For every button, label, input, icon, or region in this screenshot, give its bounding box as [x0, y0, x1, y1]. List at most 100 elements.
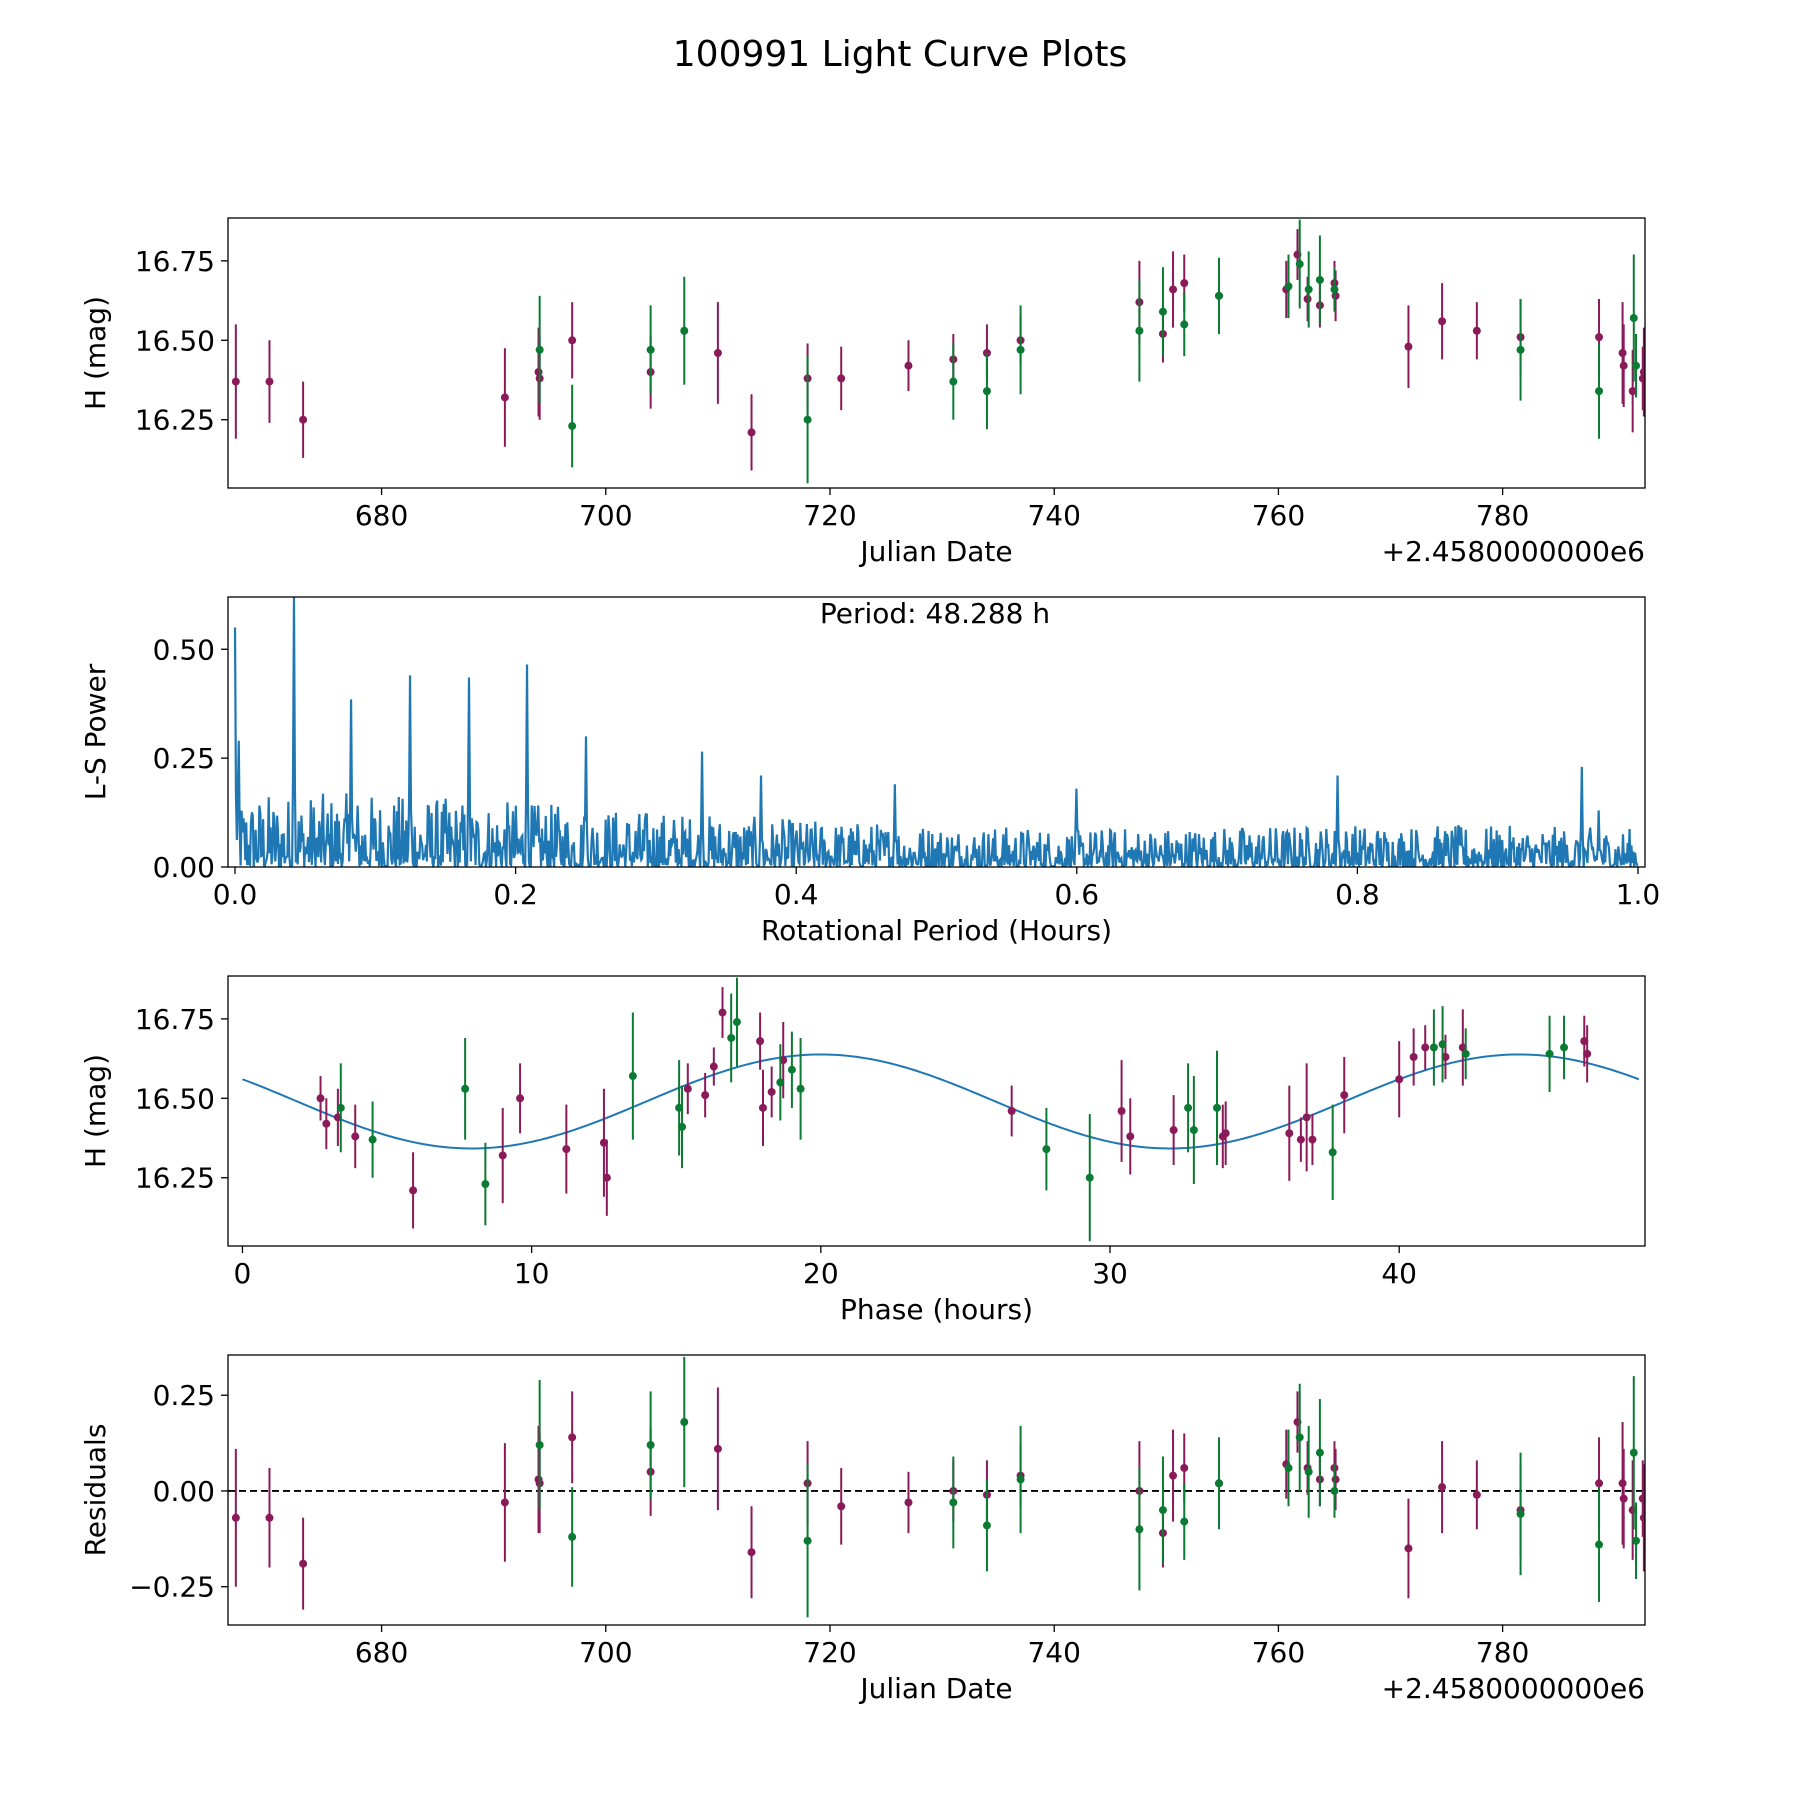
phased-y-axis-label: H (mag)	[79, 1054, 112, 1168]
lightcurve-panel: 680 700 720 740 760 780 16.25 16.50 16.75 Julian …	[79, 217, 1646, 568]
x-tick-label: 0.8	[1335, 878, 1380, 911]
periodogram-plot-area	[233, 597, 1639, 867]
x-tick-label: 720	[803, 499, 856, 532]
periodogram-x-axis-label: Rotational Period (Hours)	[761, 914, 1112, 947]
data-point	[1016, 1475, 1025, 1484]
data-point	[1215, 1479, 1224, 1488]
x-tick-label: 700	[579, 499, 632, 532]
x-tick-label: 780	[1476, 499, 1529, 532]
lightcurve-x-offset-label: +2.4580000000e6	[1382, 535, 1645, 568]
periodogram-power-line	[233, 597, 1639, 867]
data-point	[1595, 1540, 1604, 1549]
data-point	[568, 1433, 577, 1442]
data-point	[1296, 1135, 1305, 1144]
lightcurve-series-green	[535, 219, 1641, 484]
data-point	[904, 1498, 913, 1507]
x-tick-label: 20	[803, 1257, 839, 1290]
data-point	[1215, 291, 1224, 300]
phased-panel: 0 10 20 30 40 16.25 16.50 16.75 Phase (hours) H (…	[79, 975, 1646, 1326]
y-tick-label: 0.50	[153, 633, 215, 666]
data-point	[1284, 282, 1293, 291]
residuals-series-green	[535, 1356, 1641, 1618]
periodogram-panel: 0.0 0.2 0.4 0.6 0.8 1.0 0.00 0.25 0.50 Rotational…	[79, 596, 1660, 947]
data-point	[322, 1119, 331, 1128]
data-point	[1545, 1049, 1554, 1058]
data-point	[1308, 1135, 1317, 1144]
data-point	[1295, 1433, 1304, 1442]
data-point	[1285, 1129, 1294, 1138]
data-point	[1595, 387, 1604, 396]
data-point	[1595, 1479, 1604, 1488]
periodogram-frame	[227, 596, 1646, 868]
data-point	[1639, 1513, 1645, 1522]
x-tick-label: 0.6	[1055, 878, 1100, 911]
data-point	[516, 1094, 525, 1103]
data-point	[1135, 326, 1144, 335]
data-point	[1395, 1075, 1404, 1084]
data-point	[299, 415, 308, 424]
x-tick-label: 40	[1381, 1257, 1417, 1290]
data-point	[1117, 1107, 1126, 1115]
data-point	[1180, 279, 1189, 288]
data-point	[535, 1441, 544, 1449]
data-point	[1583, 1049, 1592, 1058]
data-point	[1560, 1043, 1569, 1052]
data-point	[351, 1132, 360, 1141]
data-point	[646, 345, 655, 354]
data-point	[803, 415, 812, 424]
y-tick-label: 16.50	[135, 1082, 215, 1115]
data-point	[1304, 285, 1313, 294]
data-point	[713, 1444, 722, 1453]
data-point	[481, 1180, 490, 1189]
data-point	[1516, 345, 1525, 354]
data-point	[568, 336, 577, 345]
data-point	[683, 1084, 692, 1093]
data-point	[709, 1062, 718, 1071]
data-point	[1628, 387, 1637, 396]
data-point	[1135, 1525, 1144, 1534]
x-tick-label: 680	[355, 499, 408, 532]
x-tick-label: 720	[803, 1636, 856, 1669]
data-point	[1618, 349, 1627, 357]
data-point	[1429, 1043, 1438, 1052]
data-point	[500, 393, 509, 402]
data-point	[562, 1145, 571, 1154]
data-point	[1438, 1483, 1447, 1492]
data-point	[231, 1513, 240, 1522]
data-point	[1516, 1509, 1525, 1518]
data-point	[949, 377, 958, 386]
data-point	[1330, 1486, 1339, 1495]
y-tick-label: 16.50	[135, 324, 215, 357]
lightcurve-y-axis-label: H (mag)	[79, 296, 112, 410]
data-point	[265, 377, 274, 386]
data-point	[409, 1186, 418, 1195]
data-point	[1007, 1107, 1016, 1115]
data-point	[1639, 368, 1645, 377]
data-point	[837, 1502, 846, 1511]
data-point	[1315, 275, 1324, 284]
residuals-y-axis-label: Residuals	[79, 1424, 112, 1557]
x-tick-label: 680	[355, 1636, 408, 1669]
data-point	[713, 349, 722, 357]
data-point	[1085, 1173, 1094, 1182]
data-point	[904, 361, 913, 370]
data-point	[732, 1018, 741, 1027]
residuals-series-purple	[231, 1387, 1645, 1610]
data-point	[1303, 295, 1312, 303]
y-tick-label: 16.25	[135, 404, 215, 437]
data-point	[461, 1084, 470, 1093]
data-point	[747, 1548, 756, 1557]
data-point	[336, 1103, 345, 1112]
data-point	[1595, 333, 1604, 342]
data-point	[500, 1498, 509, 1507]
data-point	[1158, 1506, 1167, 1515]
y-tick-label: 16.75	[135, 245, 215, 278]
data-point	[1619, 1494, 1628, 1503]
lightcurve-plot-area	[231, 219, 1645, 484]
data-point	[1180, 1463, 1189, 1472]
data-point	[787, 1065, 796, 1074]
phased-series-purple	[316, 987, 1592, 1229]
data-point	[1438, 317, 1447, 326]
data-point	[1189, 1126, 1198, 1135]
